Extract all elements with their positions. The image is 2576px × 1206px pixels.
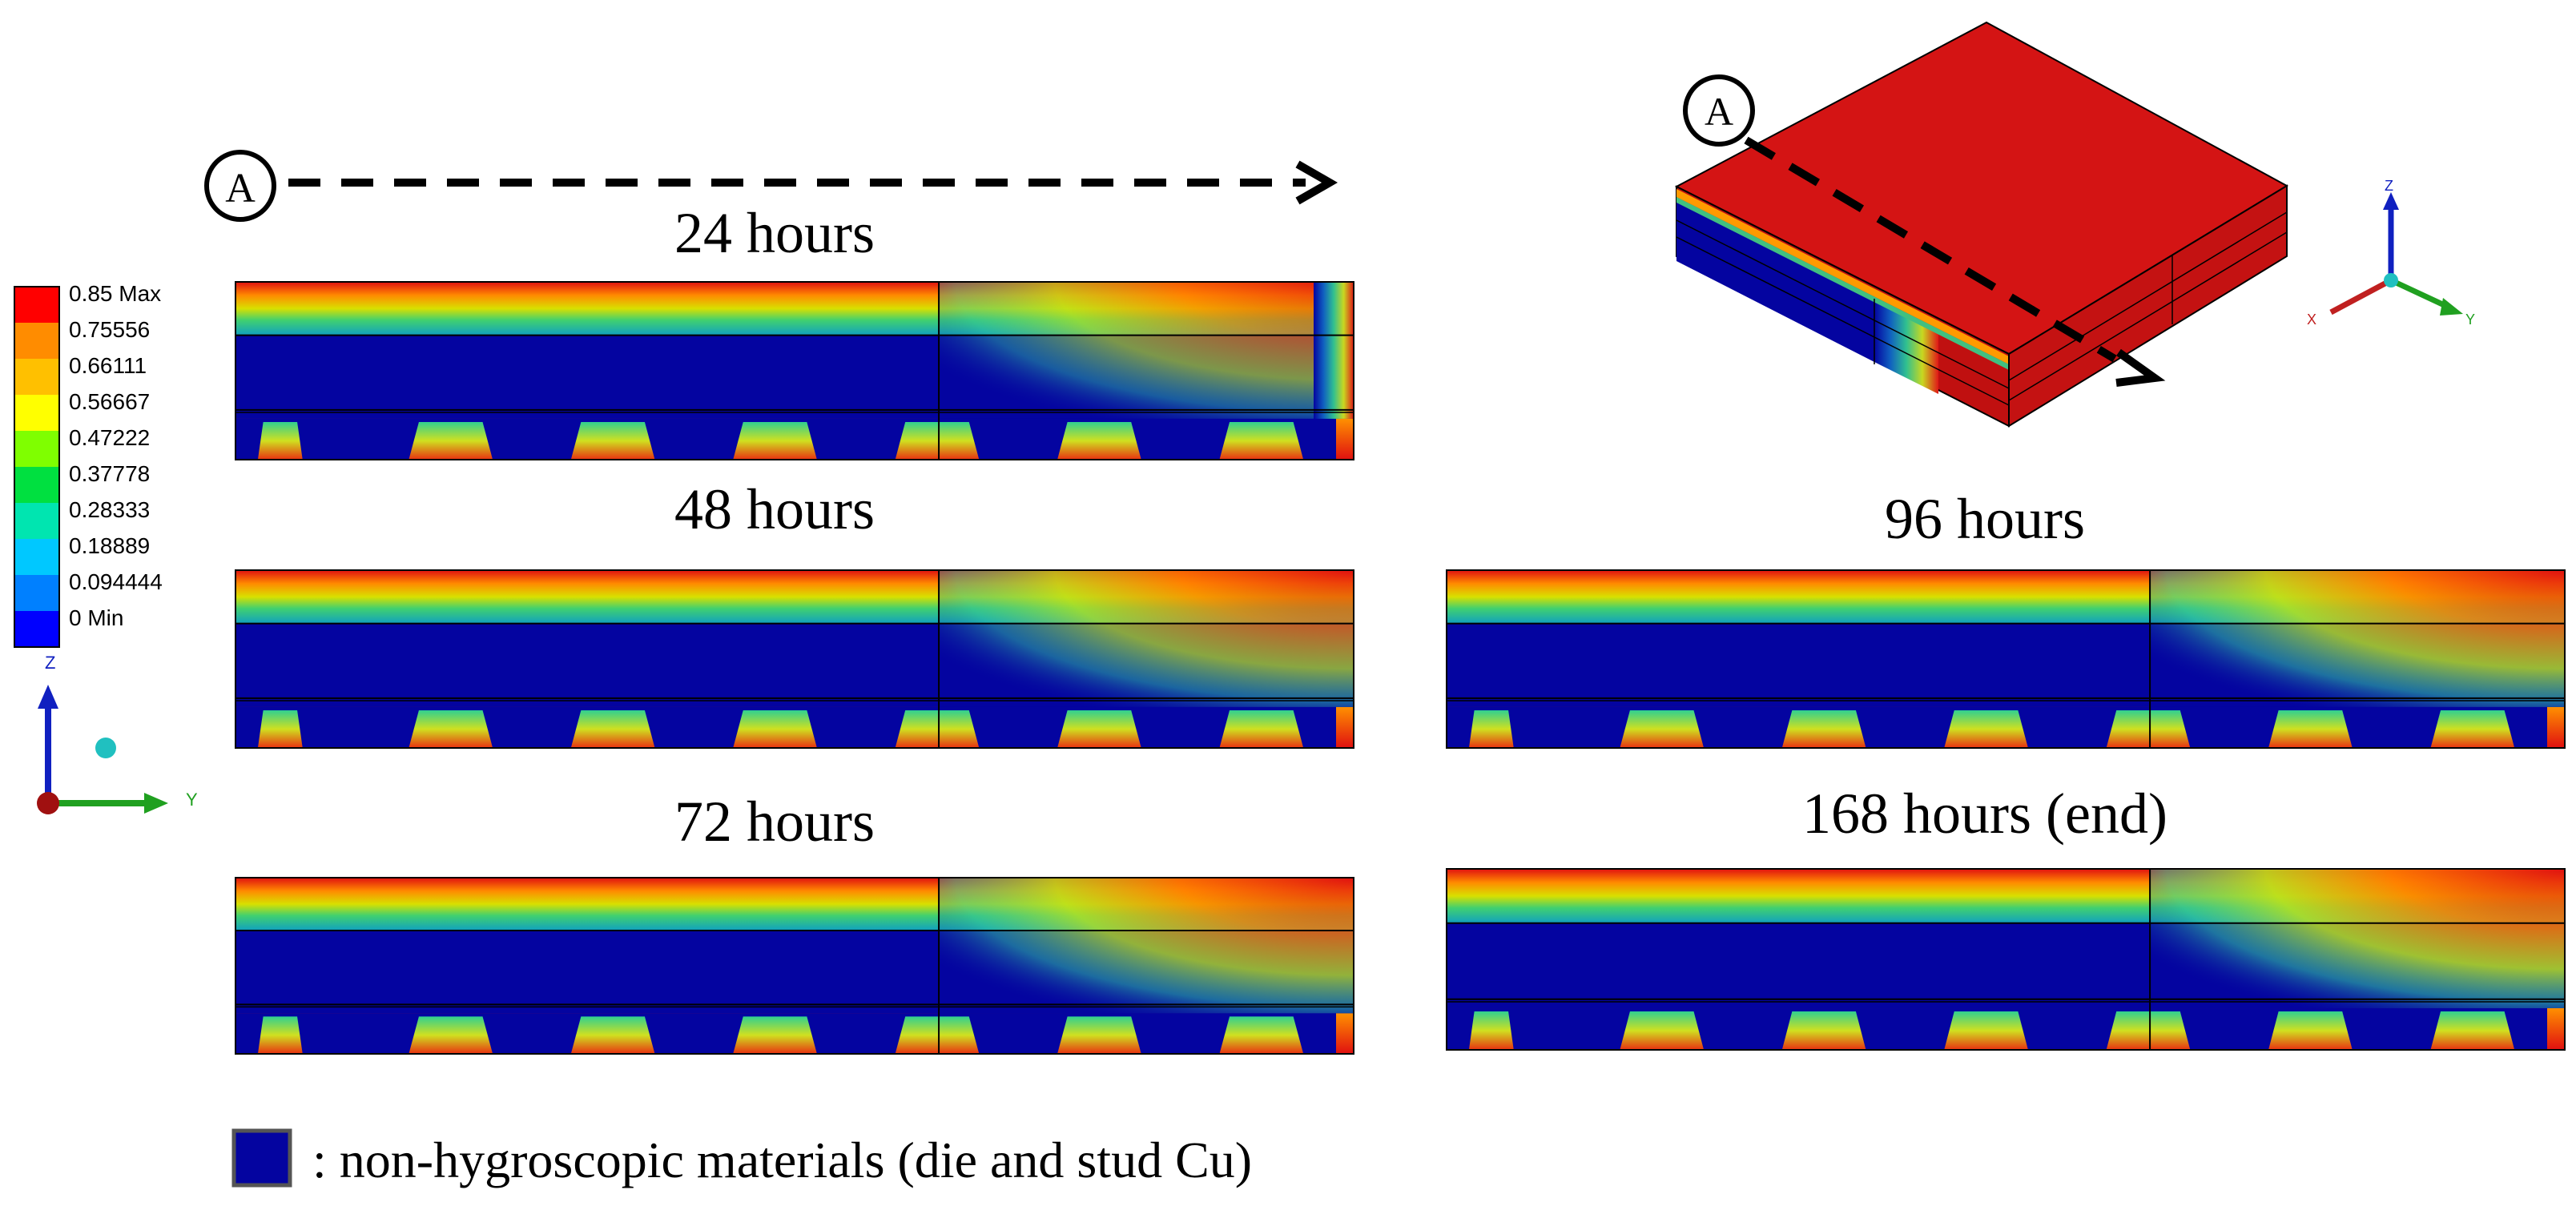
legend-label-4: 0.47222 <box>69 425 150 450</box>
legend-swatch-2 <box>14 359 59 395</box>
stud-bump <box>733 421 817 460</box>
stud-bump <box>1219 1016 1304 1054</box>
panel-title: 72 hours <box>674 790 875 854</box>
svg-text:Y: Y <box>186 790 198 810</box>
section-marker-3d <box>1683 74 1755 147</box>
svg-text:Y: Y <box>2465 312 2475 328</box>
stud-bump <box>1057 710 1141 748</box>
panel-title: 96 hours <box>1885 487 2085 551</box>
legend-swatch-4 <box>14 431 59 467</box>
svg-text:Z: Z <box>45 653 55 673</box>
svg-text:X: X <box>2307 312 2316 328</box>
panel-title: 168 hours (end) <box>1802 782 2167 846</box>
stud-bump <box>1219 421 1304 460</box>
die-color-swatch <box>231 1128 292 1188</box>
panel-72-hours: 72 hours <box>235 790 1354 1055</box>
stud-bump <box>2106 1011 2191 1050</box>
stud-bump <box>1219 710 1304 748</box>
stud-bump <box>2268 710 2353 748</box>
panel-title: 24 hours <box>674 201 875 265</box>
stud-bump <box>1944 1011 2028 1050</box>
stud-bump <box>1468 1011 1514 1050</box>
legend-swatch-7 <box>14 539 59 575</box>
svg-text:Z: Z <box>2385 178 2393 194</box>
section-marker-circle <box>204 150 276 222</box>
legend-label-8: 0.094444 <box>69 569 163 594</box>
legend-swatch-6 <box>14 503 59 539</box>
footnote-text: : non-hygroscopic materials (die and stu… <box>312 1132 1252 1188</box>
stud-bump <box>1620 1011 1705 1050</box>
stud-bump <box>1944 710 2028 748</box>
legend-swatch-1 <box>14 323 59 359</box>
footnote: : non-hygroscopic materials (die and stu… <box>231 1128 1252 1188</box>
legend-swatch-5 <box>14 467 59 503</box>
stud-bump <box>2268 1011 2353 1050</box>
stud-bump <box>1620 710 1705 748</box>
stud-bump <box>2106 710 2191 748</box>
stud-bump <box>895 1016 980 1054</box>
stud-bump <box>1468 710 1514 748</box>
legend-swatch-9 <box>14 611 59 647</box>
color-legend: 0.85 Max 0.75556 0.66111 0.56667 0.47222 0.37… <box>14 281 163 648</box>
panel-48-hours: 48 hours <box>235 477 1354 749</box>
legend-label-5: 0.37778 <box>69 461 150 486</box>
stud-bump <box>570 1016 655 1054</box>
legend-label-0: 0.85 Max <box>69 281 161 306</box>
stud-bump <box>409 1016 493 1054</box>
stud-bump <box>733 1016 817 1054</box>
stud-bump <box>257 421 303 460</box>
stud-bump <box>1057 421 1141 460</box>
legend-swatch-8 <box>14 575 59 611</box>
stud-bump <box>1781 710 1866 748</box>
package-3d-view: A Z Y X <box>1674 21 2475 428</box>
stud-bump <box>895 710 980 748</box>
stud-bump <box>1057 1016 1141 1054</box>
legend-label-9: 0 Min <box>69 605 123 630</box>
triad-3d: Z Y X <box>2307 178 2475 328</box>
triad-2d: Z Y <box>37 653 198 814</box>
panel-24-hours: 24 hours <box>235 201 1354 460</box>
stud-bump <box>733 710 817 748</box>
stud-bump <box>895 421 980 460</box>
legend-label-1: 0.75556 <box>69 317 150 342</box>
legend-label-2: 0.66111 <box>69 353 147 378</box>
legend-label-6: 0.28333 <box>69 497 150 522</box>
stud-bump <box>570 421 655 460</box>
stud-bump <box>1781 1011 1866 1050</box>
panel-title: 48 hours <box>674 477 875 541</box>
legend-label-7: 0.18889 <box>69 533 150 558</box>
section-line-a: A <box>204 150 1338 222</box>
stud-bump <box>257 1016 303 1054</box>
stud-bump <box>409 421 493 460</box>
legend-label-3: 0.56667 <box>69 389 150 414</box>
panel-168-hours: 168 hours (end) <box>1446 782 2566 1051</box>
panel-96-hours: 96 hours <box>1446 487 2566 749</box>
legend-swatch-3 <box>14 395 59 431</box>
cross-section-panels: 24 hours 48 hours 72 hours 96 hours 168 hour… <box>235 201 2566 1055</box>
stud-bump <box>570 710 655 748</box>
stud-bump <box>2430 710 2515 748</box>
stud-bump <box>409 710 493 748</box>
section-marker-label: A <box>225 166 256 211</box>
section-marker-3d-label: A <box>1705 89 1733 134</box>
stud-bump <box>2430 1011 2515 1050</box>
legend-swatch-0 <box>14 287 59 323</box>
stud-bump <box>257 710 303 748</box>
